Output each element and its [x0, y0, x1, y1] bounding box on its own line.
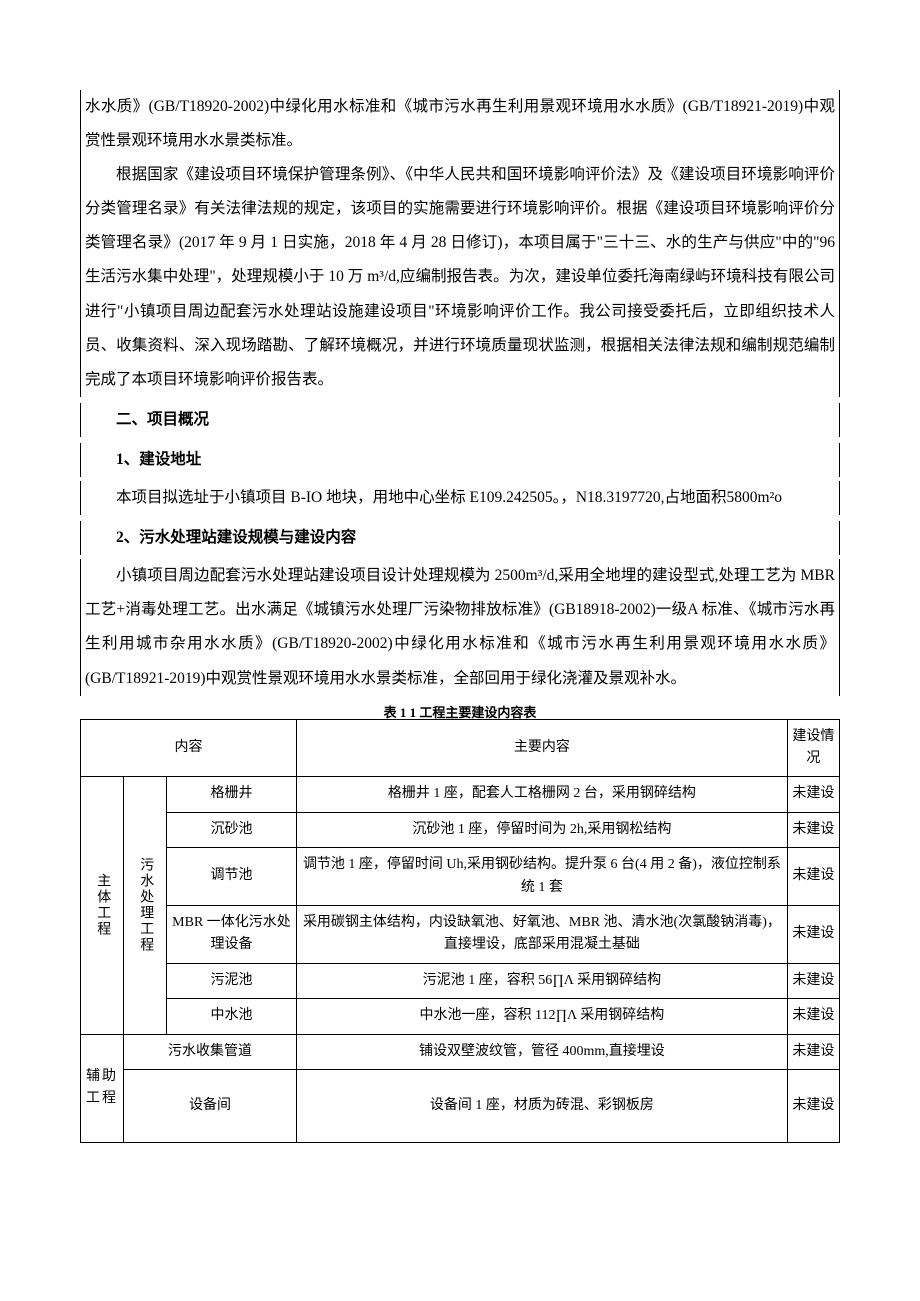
cell-desc: 采用碳钢主体结构，内设缺氧池、好氧池、MBR 池、清水池(次氯酸钠消毒)，直接埋…: [296, 905, 787, 963]
paragraph-1: 水水质》(GB/T18920-2002)中绿化用水标准和《城市污水再生利用景观环…: [80, 90, 840, 158]
cell-desc: 铺设双壁波纹管，管径 400mm,直接埋设: [296, 1034, 787, 1069]
cell-status: 未建设: [787, 999, 839, 1034]
table-row: MBR 一体化污水处理设备 采用碳钢主体结构，内设缺氧池、好氧池、MBR 池、清…: [81, 905, 840, 963]
cell-desc: 格栅井 1 座，配套人工格栅网 2 台，采用钢碎结构: [296, 777, 787, 812]
cell-desc: 设备间 1 座，材质为砖混、彩钢板房: [296, 1069, 787, 1142]
cell-name: 设备间: [124, 1069, 297, 1142]
table-row: 设备间 设备间 1 座，材质为砖混、彩钢板房 未建设: [81, 1069, 840, 1142]
heading-scale: 2、污水处理站建设规模与建设内容: [80, 521, 840, 555]
construction-table: 内容 主要内容 建设情况 主体工程 污水处理工程 格栅井 格栅井 1 座，配套人…: [80, 719, 840, 1143]
table-row: 主体工程 污水处理工程 格栅井 格栅井 1 座，配套人工格栅网 2 台，采用钢碎…: [81, 777, 840, 812]
table-row: 中水池 中水池一座，容积 112∏Λ 采用钢碎结构 未建设: [81, 999, 840, 1034]
paragraph-4: 小镇项目周边配套污水处理站建设项目设计处理规模为 2500m³/d,采用全地埋的…: [80, 559, 840, 695]
cell-name: 调节池: [167, 848, 297, 906]
cell-name: MBR 一体化污水处理设备: [167, 905, 297, 963]
cell-status: 未建设: [787, 905, 839, 963]
group-sewage: 污水处理工程: [124, 777, 167, 1034]
group-aux: 辅助工程: [81, 1034, 124, 1142]
cell-status: 未建设: [787, 777, 839, 812]
cell-name: 污泥池: [167, 963, 297, 998]
table-row: 调节池 调节池 1 座，停留时间 Uh,采用钢砂结构。提升泵 6 台(4 用 2…: [81, 848, 840, 906]
cell-status: 未建设: [787, 848, 839, 906]
cell-name: 污水收集管道: [124, 1034, 297, 1069]
heading-address: 1、建设地址: [80, 443, 840, 477]
header-content: 内容: [81, 719, 297, 777]
header-main: 主要内容: [296, 719, 787, 777]
cell-desc: 沉砂池 1 座，停留时间为 2h,采用钢松结构: [296, 812, 787, 847]
document-page: 水水质》(GB/T18920-2002)中绿化用水标准和《城市污水再生利用景观环…: [0, 0, 920, 1203]
cell-desc: 中水池一座，容积 112∏Λ 采用钢碎结构: [296, 999, 787, 1034]
cell-status: 未建设: [787, 963, 839, 998]
table-row: 辅助工程 污水收集管道 铺设双壁波纹管，管径 400mm,直接埋设 未建设: [81, 1034, 840, 1069]
group-main: 主体工程: [81, 777, 124, 1034]
cell-status: 未建设: [787, 812, 839, 847]
paragraph-3: 本项目拟选址于小镇项目 B-IO 地块，用地中心坐标 E109.242505。，…: [80, 481, 840, 515]
table-row: 沉砂池 沉砂池 1 座，停留时间为 2h,采用钢松结构 未建设: [81, 812, 840, 847]
cell-name: 中水池: [167, 999, 297, 1034]
header-status: 建设情况: [787, 719, 839, 777]
cell-status: 未建设: [787, 1069, 839, 1142]
cell-name: 格栅井: [167, 777, 297, 812]
table-header-row: 内容 主要内容 建设情况: [81, 719, 840, 777]
heading-overview: 二、项目概况: [80, 403, 840, 437]
table-row: 污泥池 污泥池 1 座，容积 56∏Λ 采用钢碎结构 未建设: [81, 963, 840, 998]
paragraph-2: 根据国家《建设项目环境保护管理条例》、《中华人民共和国环境影响评价法》及《建设项…: [80, 158, 840, 397]
cell-desc: 污泥池 1 座，容积 56∏Λ 采用钢碎结构: [296, 963, 787, 998]
cell-desc: 调节池 1 座，停留时间 Uh,采用钢砂结构。提升泵 6 台(4 用 2 备)，…: [296, 848, 787, 906]
cell-status: 未建设: [787, 1034, 839, 1069]
cell-name: 沉砂池: [167, 812, 297, 847]
